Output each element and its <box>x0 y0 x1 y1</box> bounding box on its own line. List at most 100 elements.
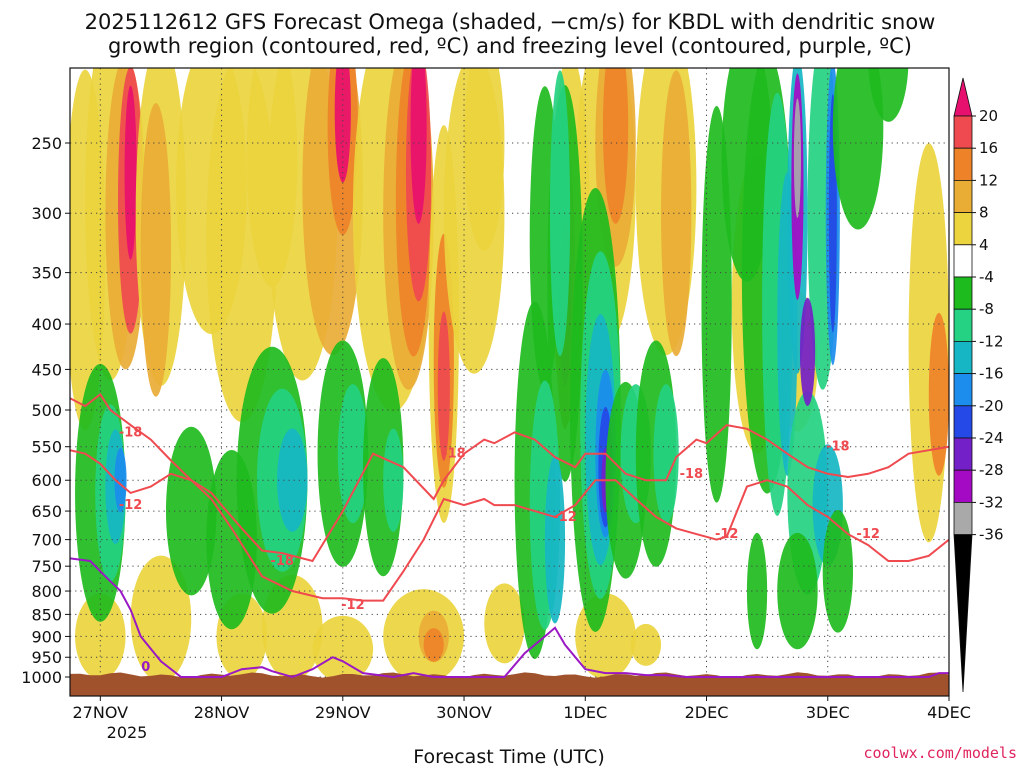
colorbar-label: 4 <box>979 236 989 254</box>
omega-cell <box>653 384 679 524</box>
x-axis-title: Forecast Time (UTC) <box>413 746 604 768</box>
y-tick-label: 700 <box>31 531 62 550</box>
y-tick-label: 850 <box>31 605 62 624</box>
colorbar-swatch <box>953 147 973 181</box>
y-tick-label: 750 <box>31 557 62 576</box>
colorbar-arrow-top <box>953 77 973 117</box>
omega-cell <box>423 628 444 662</box>
omega-cell <box>799 297 816 407</box>
colorbar-swatch <box>953 469 973 503</box>
chart-title-line1: 2025112612 GFS Forecast Omega (shaded, −… <box>85 10 936 34</box>
contour-label: -18 <box>826 440 850 455</box>
colorbar-label: -36 <box>979 526 1004 544</box>
omega-cell <box>549 70 571 357</box>
y-tick-label: 950 <box>31 648 62 667</box>
colorbar-swatch <box>953 373 973 407</box>
omega-cell <box>832 68 884 230</box>
colorbar-swatch <box>953 437 973 471</box>
omega-cell <box>868 68 909 122</box>
colorbar-swatch <box>953 115 973 149</box>
y-tick-label: 1000 <box>21 668 62 687</box>
contour-label: -18 <box>442 447 466 462</box>
y-tick-label: 550 <box>31 438 62 457</box>
omega-cell <box>334 68 351 183</box>
colorbar-label: -4 <box>979 268 994 286</box>
grid-lines <box>70 68 949 696</box>
omega-cell <box>928 312 949 476</box>
colorbar-label: 12 <box>979 171 998 189</box>
contour-label: -12 <box>715 527 739 542</box>
contour-label: -12 <box>553 510 577 525</box>
colorbar-swatch <box>953 212 973 246</box>
colorbar-label: -20 <box>979 397 1004 415</box>
omega-cell <box>544 455 566 624</box>
credit-text: coolwx.com/models <box>863 744 1017 762</box>
colorbar-label: -8 <box>979 300 994 318</box>
omega-cell <box>630 623 662 666</box>
colorbar-label: 16 <box>979 139 998 157</box>
colorbar-label: 8 <box>979 204 989 222</box>
omega-cell <box>140 103 172 397</box>
colorbar-swatch <box>953 244 973 278</box>
omega-cell <box>312 615 374 683</box>
y-tick-label: 650 <box>31 502 62 521</box>
x-tick-label: 27NOV <box>73 703 129 722</box>
plot-frame <box>69 67 950 697</box>
y-axis-ticks: 250 300 350 400 450 500 550 600 650 700 750 800 850 9… <box>21 134 70 687</box>
omega-cell <box>437 311 450 461</box>
x-tick-label: 2DEC <box>685 703 729 722</box>
colorbar-label: -12 <box>979 332 1004 350</box>
omega-shading <box>70 68 949 684</box>
contour-line--18 <box>70 392 949 563</box>
y-tick-label: 600 <box>31 471 62 490</box>
terrain-ground <box>70 672 949 696</box>
colorbar: 20 16 12 8 4 -4 -8 -12 -16 -20 -24 -28 -32 -36 <box>953 77 1004 693</box>
omega-cell <box>464 68 505 251</box>
contour-label: -12 <box>119 498 143 513</box>
chart-title-line2: growth region (contoured, red, ºC) and f… <box>108 34 912 58</box>
x-axis-year-label: 2025 <box>107 723 148 742</box>
x-tick-label: 30NOV <box>436 703 492 722</box>
x-tick-label: 3DEC <box>806 703 850 722</box>
colorbar-label: -28 <box>979 461 1004 479</box>
omega-cell <box>777 532 818 650</box>
y-tick-label: 300 <box>31 204 62 223</box>
omega-cell <box>602 68 629 224</box>
x-tick-label: 28NOV <box>194 703 250 722</box>
y-tick-label: 350 <box>31 264 62 283</box>
omega-cell <box>484 583 525 664</box>
y-tick-label: 900 <box>31 627 62 646</box>
colorbar-swatch <box>953 405 973 439</box>
colorbar-label: -32 <box>979 493 1004 511</box>
colorbar-arrow-bottom <box>953 534 973 693</box>
colorbar-swatch <box>953 501 973 535</box>
contour-label: -18 <box>270 554 294 569</box>
omega-cell <box>75 593 126 680</box>
colorbar-swatch <box>953 308 973 342</box>
contour-label: -12 <box>341 598 365 613</box>
colorbar-swatch <box>953 340 973 374</box>
omega-cell <box>130 555 192 683</box>
omega-cell <box>661 70 692 357</box>
contour-line--12 <box>70 449 949 602</box>
omega-cell <box>277 428 308 532</box>
omega-cell <box>793 98 801 218</box>
contour-label: -18 <box>119 425 143 440</box>
y-tick-label: 250 <box>31 134 62 153</box>
x-tick-label: 4DEC <box>927 703 971 722</box>
colorbar-label: -16 <box>979 365 1004 383</box>
y-tick-label: 500 <box>31 401 62 420</box>
y-tick-label: 400 <box>31 315 62 334</box>
x-tick-label: 29NOV <box>315 703 371 722</box>
omega-cell <box>114 448 127 513</box>
x-axis-ticks: 27NOV 28NOV 29NOV 30NOV 1DEC 2DEC 3DEC 4DEC <box>73 696 971 722</box>
omega-cell <box>337 384 369 524</box>
contour-label: -18 <box>680 467 704 482</box>
omega-cell <box>124 85 137 260</box>
colorbar-label: 20 <box>979 107 998 125</box>
temperature-contours: -18 -12 -18 -12 0 -18 -12 -18 -12 -18 -12 <box>70 392 949 679</box>
colorbar-swatch <box>953 276 973 310</box>
y-tick-label: 800 <box>31 582 62 601</box>
contour-line-0 <box>70 557 949 679</box>
